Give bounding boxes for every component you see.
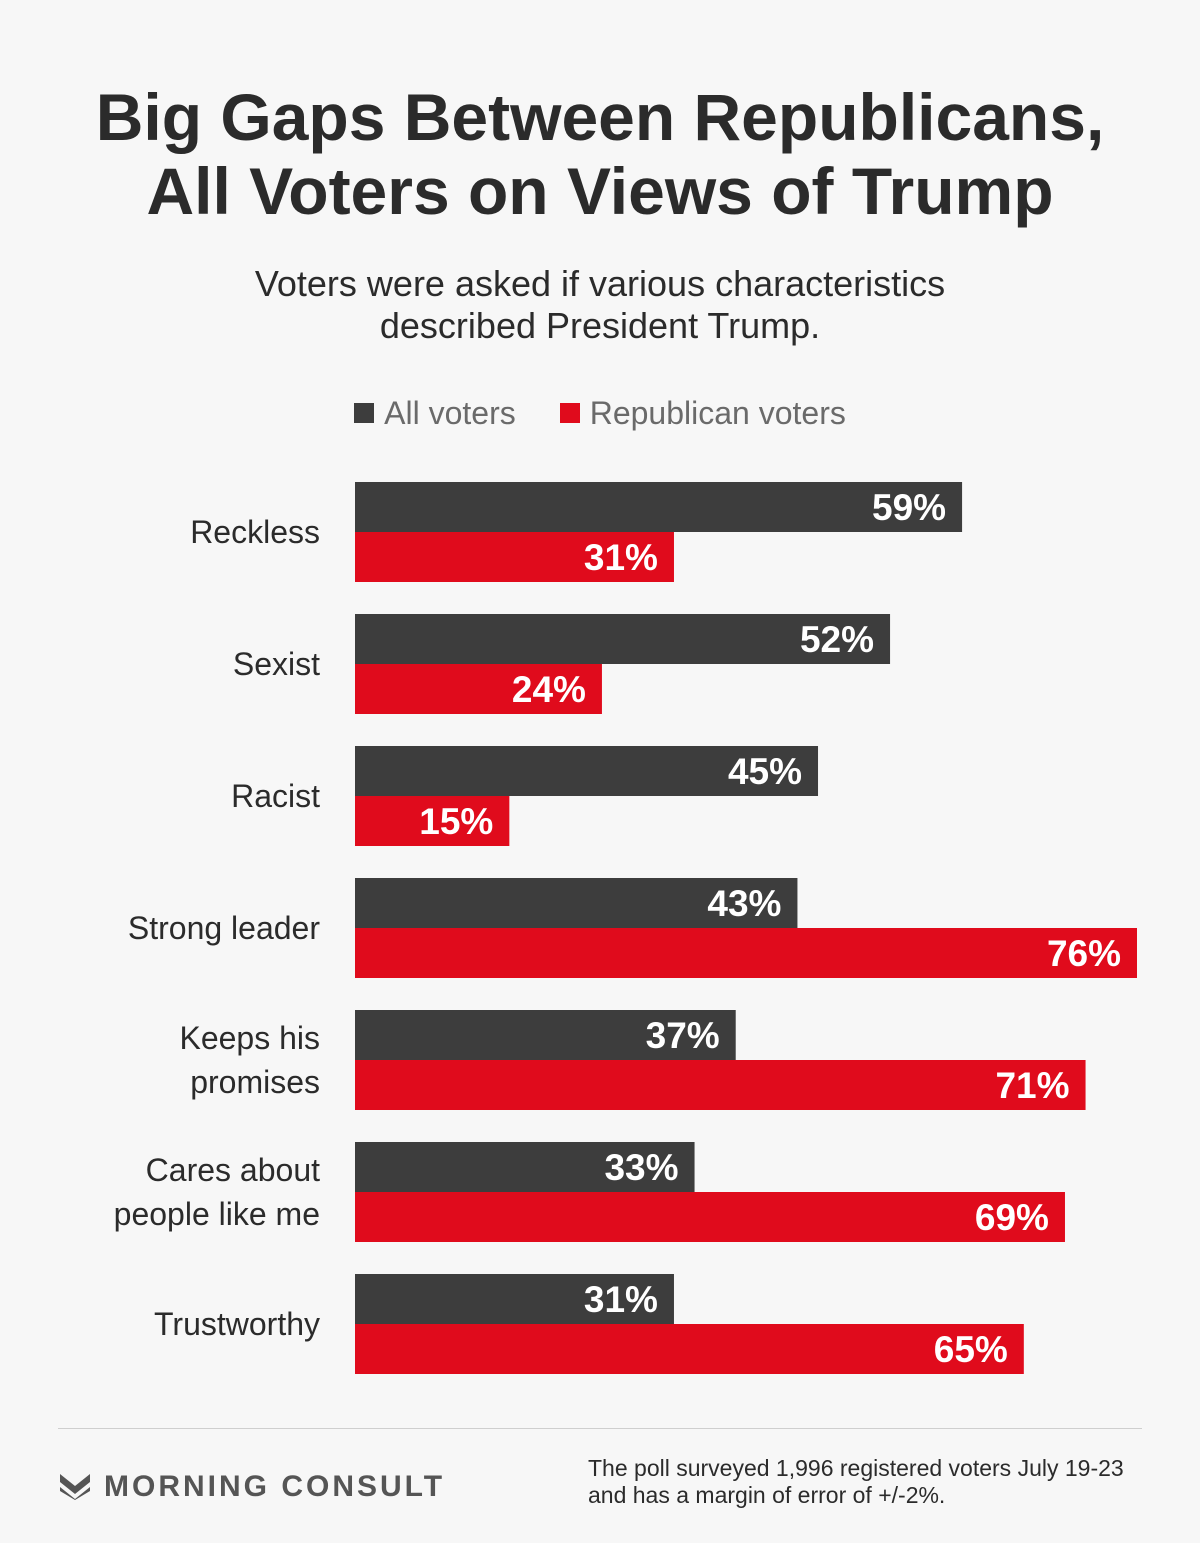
- legend-label-all-voters: All voters: [384, 395, 516, 431]
- chart-subtitle: Voters were asked if various characteris…: [0, 263, 1200, 347]
- data-label-all-voters-strong-leader: 43%: [707, 883, 781, 924]
- data-label-republican-voters-keeps-his-promises: 71%: [995, 1065, 1069, 1106]
- data-label-republican-voters-strong-leader: 76%: [1047, 933, 1121, 974]
- morning-consult-logo-icon: [60, 1474, 90, 1500]
- chart-subtitle-line-2: described President Trump.: [379, 305, 821, 346]
- legend-label-republican-voters: Republican voters: [589, 395, 846, 431]
- chart-title: Big Gaps Between Republicans, All Voters…: [0, 80, 1200, 228]
- bar-republican-voters-racist: [355, 796, 510, 846]
- legend-item-all-voters: All voters: [354, 393, 516, 433]
- brand-logo: MORNING CONSULT: [60, 1470, 445, 1504]
- footnote-line-2: and has a margin of error of +/-2%.: [588, 1482, 946, 1508]
- legend-swatch-republican-voters: [559, 403, 580, 423]
- bar-republican-voters-trustworthy: [355, 1324, 1024, 1374]
- bar-republican-voters-sexist: [355, 664, 602, 714]
- category-label-trustworthy: Trustworthy: [154, 1306, 320, 1342]
- bar-republican-voters-keeps-his-promises: [355, 1060, 1086, 1110]
- category-label-keeps-his-promises: Keeps his: [179, 1020, 320, 1056]
- legend-item-republican-voters: Republican voters: [559, 393, 846, 433]
- category-label-cares-about-people-like-me: people like me: [114, 1196, 320, 1232]
- data-label-all-voters-sexist: 52%: [800, 619, 874, 660]
- brand-name: MORNING CONSULT: [104, 1470, 446, 1503]
- footnote: The poll surveyed 1,996 registered voter…: [588, 1455, 1168, 1509]
- category-label-strong-leader: Strong leader: [128, 910, 320, 946]
- chart-title-line-2: All Voters on Views of Trump: [146, 154, 1054, 228]
- bar-all-voters-reckless: [355, 482, 963, 532]
- data-label-republican-voters-sexist: 24%: [512, 669, 586, 710]
- bar-all-voters-cares-about-people-like-me: [355, 1142, 695, 1192]
- data-label-all-voters-trustworthy: 31%: [584, 1279, 658, 1320]
- data-label-all-voters-keeps-his-promises: 37%: [646, 1015, 720, 1056]
- data-label-all-voters-reckless: 59%: [872, 487, 946, 528]
- bar-all-voters-sexist: [355, 614, 891, 664]
- chart-title-line-1: Big Gaps Between Republicans,: [95, 80, 1105, 154]
- category-label-reckless: Reckless: [190, 514, 320, 550]
- chart-subtitle-line-1: Voters were asked if various characteris…: [254, 263, 946, 304]
- bar-all-voters-strong-leader: [355, 878, 798, 928]
- category-label-racist: Racist: [231, 778, 320, 814]
- category-label-sexist: Sexist: [233, 646, 320, 682]
- data-label-republican-voters-racist: 15%: [419, 801, 493, 842]
- bar-all-voters-trustworthy: [355, 1274, 674, 1324]
- data-label-all-voters-cares-about-people-like-me: 33%: [604, 1147, 678, 1188]
- bar-chart: Reckless 59% 31% Sexist 52% 24% Racist 45% 15% St…: [114, 482, 1137, 1374]
- bar-republican-voters-reckless: [355, 532, 674, 582]
- bar-all-voters-keeps-his-promises: [355, 1010, 736, 1060]
- bar-republican-voters-strong-leader: [355, 928, 1137, 978]
- footer-divider: [58, 1428, 1142, 1429]
- chart-legend: All voters Republican voters: [0, 393, 1200, 433]
- category-label-keeps-his-promises: promises: [190, 1064, 320, 1100]
- category-label-cares-about-people-like-me: Cares about: [146, 1152, 320, 1188]
- data-label-republican-voters-reckless: 31%: [584, 537, 658, 578]
- bar-all-voters-racist: [355, 746, 819, 796]
- bar-republican-voters-cares-about-people-like-me: [355, 1192, 1065, 1242]
- footnote-line-1: The poll surveyed 1,996 registered voter…: [588, 1455, 1124, 1481]
- data-label-republican-voters-trustworthy: 65%: [934, 1329, 1008, 1370]
- data-label-all-voters-racist: 45%: [728, 751, 802, 792]
- legend-swatch-all-voters: [354, 403, 375, 423]
- data-label-republican-voters-cares-about-people-like-me: 69%: [975, 1197, 1049, 1238]
